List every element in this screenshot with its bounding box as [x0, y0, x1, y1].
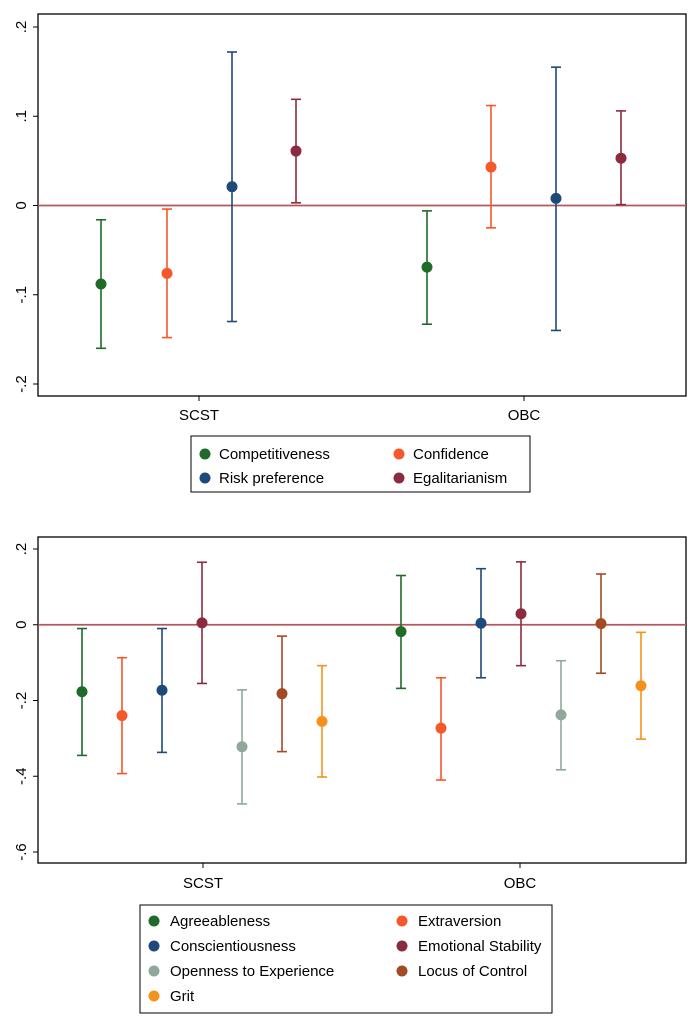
bottom-panel-personality-chart: -.6 -.4 -.2 0 .2 SCST OBC Agreeableness Extraver… — [13, 536, 687, 1014]
point-estimate — [635, 680, 647, 692]
point-estimate — [485, 161, 497, 173]
legend-marker — [148, 915, 160, 927]
series-locus-of-control — [276, 573, 607, 753]
legend: Competitiveness Confidence Risk preference… — [190, 435, 531, 493]
point-estimate — [76, 686, 88, 698]
legend-marker — [148, 940, 160, 952]
point-estimate — [595, 618, 607, 630]
point-estimate — [95, 278, 107, 290]
legend-box — [139, 904, 553, 1014]
legend-label: Openness to Experience — [170, 963, 334, 980]
point-estimate — [316, 715, 328, 727]
series-extraversion — [116, 656, 447, 781]
series-competitiveness — [95, 210, 433, 350]
legend-marker — [393, 472, 405, 484]
legend-label: Risk preference — [219, 470, 324, 487]
y-tick-label: -.2 — [13, 692, 30, 710]
point-estimate — [615, 152, 627, 164]
y-tick-label: -.4 — [13, 767, 30, 785]
legend-label: Emotional Stability — [418, 938, 542, 955]
legend-marker — [396, 915, 408, 927]
legend-marker — [396, 965, 408, 977]
legend-marker — [148, 990, 160, 1002]
plot-frame — [37, 536, 687, 864]
point-estimate — [236, 741, 248, 753]
point-estimate — [475, 617, 487, 629]
point-estimate — [550, 192, 562, 204]
y-tick-label: -.2 — [13, 375, 30, 393]
series-emotional-stability — [196, 561, 527, 685]
y-tick-label: .2 — [13, 543, 30, 556]
y-tick-label: -.6 — [13, 843, 30, 861]
point-estimate — [435, 722, 447, 734]
legend-label: Extraversion — [418, 913, 501, 930]
y-tick-label: .1 — [13, 110, 30, 123]
legend-label: Grit — [170, 988, 195, 1005]
point-estimate — [226, 181, 238, 193]
y-tick-label: -.1 — [13, 286, 30, 304]
point-estimate — [290, 145, 302, 157]
point-estimate — [395, 626, 407, 638]
series-openness-to-experience — [236, 659, 567, 805]
legend-label: Confidence — [413, 446, 489, 463]
legend-box — [190, 435, 531, 493]
series-conscientiousness — [156, 567, 487, 754]
series-confidence — [161, 104, 497, 339]
point-estimate — [156, 684, 168, 696]
legend-label: Conscientiousness — [170, 938, 296, 955]
legend-label: Locus of Control — [418, 963, 527, 980]
point-estimate — [276, 688, 288, 700]
y-tick-label: 0 — [13, 201, 30, 209]
legend-marker — [148, 965, 160, 977]
x-category-label: SCST — [179, 407, 219, 424]
y-tick-label: .2 — [13, 21, 30, 34]
series-risk-preference — [226, 51, 562, 332]
series-agreeableness — [76, 574, 407, 757]
x-category-label: SCST — [183, 875, 223, 892]
point-estimate — [116, 710, 128, 722]
legend-marker — [393, 448, 405, 460]
point-estimate — [555, 709, 567, 721]
legend-marker — [199, 448, 211, 460]
series-egalitarianism — [290, 98, 627, 206]
point-estimate — [515, 608, 527, 620]
point-estimate — [421, 261, 433, 273]
point-estimate — [161, 267, 173, 279]
legend-label: Agreeableness — [170, 913, 270, 930]
legend: Agreeableness Extraversion Conscientiousne… — [139, 904, 553, 1014]
legend-marker — [396, 940, 408, 952]
x-category-label: OBC — [508, 407, 541, 424]
x-category-label: OBC — [504, 875, 537, 892]
point-estimate — [196, 617, 208, 629]
legend-marker — [199, 472, 211, 484]
series-grit — [316, 631, 647, 778]
top-panel-competitiveness-chart: -.2 -.1 0 .1 .2 SCST OBC Competitiveness Confide… — [13, 13, 687, 493]
legend-label: Egalitarianism — [413, 470, 507, 487]
y-tick-label: 0 — [13, 621, 30, 629]
legend-label: Competitiveness — [219, 446, 330, 463]
